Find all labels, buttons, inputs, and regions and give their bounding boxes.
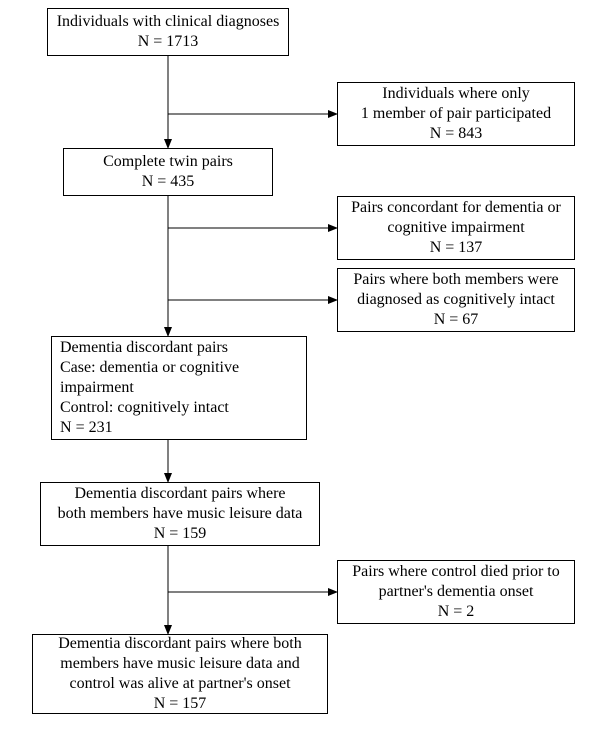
node-text: Pairs where both members were [353, 270, 558, 290]
node-text: Individuals with clinical diagnoses [57, 12, 280, 32]
flowchart-canvas: Individuals with clinical diagnoses N = … [0, 0, 607, 729]
node-text: cognitive impairment [387, 218, 524, 238]
node-n: N = 67 [434, 310, 479, 330]
node-text: Pairs where control died prior to [352, 562, 560, 582]
node-text: Pairs concordant for dementia or [351, 198, 561, 218]
node-text: Complete twin pairs [103, 152, 233, 172]
node-text: members have music leisure data and [60, 654, 299, 674]
node-n: N = 231 [60, 418, 298, 438]
node-text: diagnosed as cognitively intact [357, 290, 555, 310]
node-text: Individuals where only [382, 84, 530, 104]
node-text: both members have music leisure data [58, 504, 303, 524]
node-text: Control: cognitively intact [60, 398, 298, 418]
node-n: N = 157 [154, 694, 207, 714]
node-text: impairment [60, 378, 298, 398]
node-text: control was alive at partner's onset [69, 674, 290, 694]
node-text: partner's dementia onset [379, 582, 534, 602]
node-discordant-with-music-data: Dementia discordant pairs where both mem… [40, 482, 320, 546]
node-excluded-concordant: Pairs concordant for dementia or cogniti… [337, 196, 575, 260]
node-text: Dementia discordant pairs where both [58, 634, 301, 654]
node-excluded-single-member: Individuals where only 1 member of pair … [337, 82, 575, 146]
node-text: 1 member of pair participated [361, 104, 551, 124]
node-text: Dementia discordant pairs where [74, 484, 285, 504]
node-n: N = 843 [430, 124, 483, 144]
node-discordant-pairs: Dementia discordant pairs Case: dementia… [51, 336, 307, 440]
node-n: N = 2 [438, 602, 475, 622]
node-clinical-diagnoses: Individuals with clinical diagnoses N = … [47, 8, 289, 56]
node-n: N = 435 [142, 172, 195, 192]
node-final-sample: Dementia discordant pairs where both mem… [32, 634, 328, 714]
node-excluded-both-intact: Pairs where both members were diagnosed … [337, 268, 575, 332]
node-n: N = 159 [154, 524, 207, 544]
node-n: N = 137 [430, 238, 483, 258]
node-complete-twin-pairs: Complete twin pairs N = 435 [63, 148, 273, 196]
node-text: Dementia discordant pairs [60, 338, 298, 358]
node-excluded-control-died: Pairs where control died prior to partne… [337, 560, 575, 624]
node-n: N = 1713 [138, 32, 199, 52]
node-text: Case: dementia or cognitive [60, 358, 298, 378]
